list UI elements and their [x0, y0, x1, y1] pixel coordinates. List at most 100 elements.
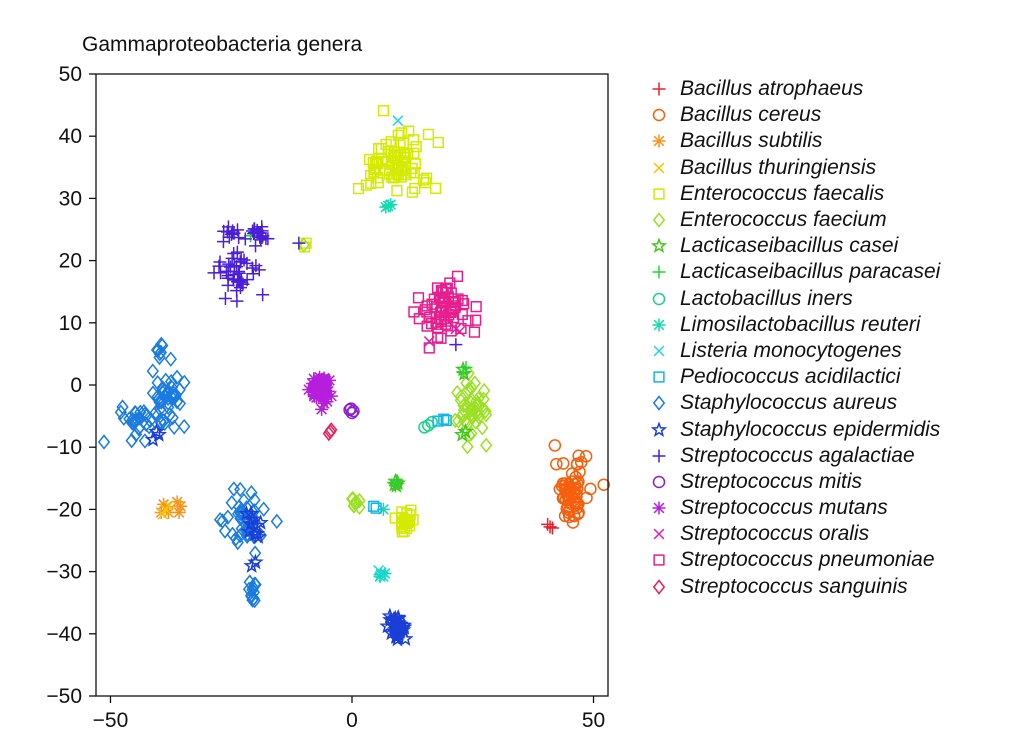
legend-label: Streptococcus mutans: [680, 496, 888, 520]
data-point: [151, 375, 164, 391]
legend-label: Bacillus cereus: [680, 103, 822, 127]
data-point: [152, 391, 165, 408]
data-point: [157, 508, 169, 520]
y-tick-label: 40: [59, 125, 82, 148]
legend-symbol: [652, 395, 666, 412]
data-point: [477, 391, 490, 407]
data-point: [550, 457, 563, 471]
data-point: [218, 292, 232, 306]
data-point: [167, 419, 181, 435]
data-point: [240, 256, 254, 270]
data-point: [232, 266, 246, 280]
legend-marker-star-icon: [650, 420, 668, 437]
legend-label: Streptococcus agalactiae: [680, 443, 915, 467]
data-point: [317, 375, 331, 389]
data-point: [347, 498, 360, 514]
data-point: [458, 298, 470, 310]
y-tick-label: 0: [70, 374, 82, 397]
data-point: [315, 379, 329, 393]
legend-item: Bacillus atrophaeus: [648, 76, 1028, 102]
y-tick-label: 50: [59, 63, 82, 86]
data-point: [555, 479, 569, 493]
data-point: [570, 482, 584, 496]
data-point: [270, 513, 283, 530]
data-point: [460, 375, 473, 391]
data-point: [249, 576, 262, 593]
data-point: [470, 314, 482, 326]
y-tick-label: −20: [46, 498, 82, 521]
data-point: [233, 281, 247, 295]
data-point: [372, 143, 385, 155]
legend-label: Staphylococcus aureus: [680, 391, 898, 415]
data-point: [142, 419, 156, 435]
data-point: [392, 115, 404, 127]
y-tick-label: −10: [46, 436, 82, 459]
data-point: [253, 226, 267, 240]
legend-marker-asterisk-icon: [652, 134, 666, 148]
data-point: [213, 512, 227, 528]
data-point: [371, 155, 383, 168]
data-point: [406, 186, 419, 198]
data-point: [148, 423, 165, 439]
data-point: [372, 177, 384, 189]
data-point: [347, 404, 360, 418]
data-point: [597, 478, 611, 492]
data-point: [389, 512, 401, 524]
legend-label: Enterococcus faecium: [680, 208, 887, 232]
data-point: [232, 231, 246, 245]
data-point: [344, 402, 358, 415]
data-point: [151, 407, 164, 424]
legend-symbol: [652, 501, 666, 515]
series-staphylococcus-epidermidis: [144, 423, 414, 647]
data-point: [221, 264, 235, 278]
data-point: [233, 499, 246, 515]
legend-label: Streptococcus sanguinis: [680, 574, 908, 598]
legend-item: Bacillus cereus: [648, 102, 1028, 128]
legend-symbol: [652, 318, 666, 332]
data-point: [438, 413, 450, 425]
legend: Bacillus atrophaeus Bacillus cereus Bacill…: [648, 76, 1028, 600]
data-point: [470, 301, 482, 313]
data-point: [436, 291, 448, 303]
legend-label: Bacillus thuringiensis: [680, 155, 877, 179]
data-point: [476, 420, 489, 436]
y-tick-label: −30: [46, 561, 82, 584]
legend-item: Lactobacillus iners: [648, 286, 1028, 312]
legend-marker-asterisk-icon: [652, 318, 666, 332]
data-point: [224, 227, 238, 241]
data-point: [467, 408, 480, 425]
legend-symbol: [653, 162, 665, 174]
data-point: [318, 378, 332, 392]
legend-item: Enterococcus faecalis: [648, 181, 1028, 207]
legend-symbol: [652, 578, 666, 595]
legend-marker-diamond-icon: [652, 395, 666, 412]
data-point: [570, 457, 584, 471]
data-point: [150, 426, 168, 442]
data-point: [360, 179, 372, 191]
data-point: [572, 449, 585, 463]
legend-marker-square-icon: [653, 188, 665, 200]
data-point: [166, 409, 179, 426]
data-point: [213, 255, 227, 269]
series-bacillus-atrophaeus: [541, 517, 559, 535]
legend-marker-circle-icon: [652, 475, 666, 489]
legend-marker-diamond-icon: [652, 212, 666, 228]
data-point: [172, 506, 186, 520]
x-tick-label: 50: [582, 709, 605, 732]
data-point: [235, 275, 249, 289]
data-point: [324, 389, 338, 403]
data-point: [221, 220, 235, 234]
legend-item: Enterococcus faecium: [648, 207, 1028, 233]
data-point: [97, 434, 111, 450]
data-point: [384, 198, 398, 212]
data-point: [167, 385, 181, 402]
data-point: [309, 391, 323, 405]
legend-item: Streptococcus sanguinis: [648, 574, 1028, 600]
legend-item: Bacillus thuringiensis: [648, 155, 1028, 181]
series-streptococcus-agalactiae: [207, 220, 463, 352]
data-point: [439, 304, 452, 317]
data-point: [423, 342, 435, 354]
data-point: [250, 528, 267, 544]
data-point: [158, 382, 171, 399]
x-tick-label: −50: [93, 709, 129, 732]
